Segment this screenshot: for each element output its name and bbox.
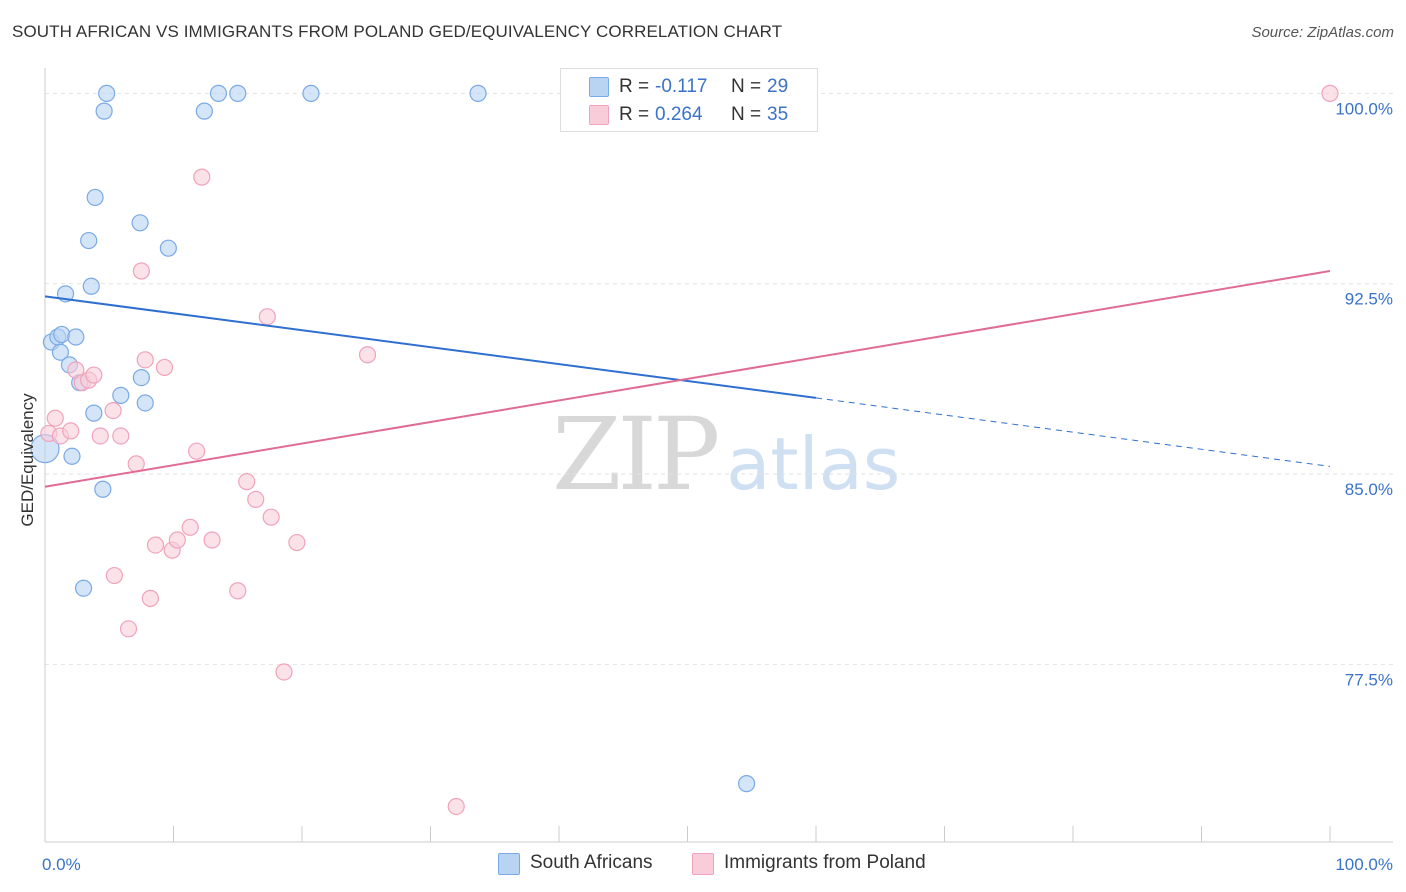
point-immigrants-from-poland bbox=[193, 168, 211, 186]
legend-swatch-south-africans bbox=[498, 853, 520, 875]
legend-n-label: N = bbox=[731, 76, 762, 97]
chart-source: Source: ZipAtlas.com bbox=[1251, 24, 1394, 41]
point-south-africans bbox=[74, 579, 93, 597]
point-immigrants-from-poland bbox=[288, 533, 306, 552]
point-immigrants-from-poland bbox=[136, 351, 154, 369]
legend-n-value: 29 bbox=[767, 76, 789, 97]
legend-swatch-immigrants-from-poland bbox=[589, 105, 609, 125]
x-tick-label-min: 0.0% bbox=[42, 855, 81, 874]
trendline-south-africans bbox=[44, 295, 817, 399]
point-immigrants-from-poland bbox=[1321, 84, 1339, 102]
y-tick-label: 100.0% bbox=[1335, 99, 1393, 118]
chart-title: SOUTH AFRICAN VS IMMIGRANTS FROM POLAND … bbox=[12, 22, 783, 41]
point-south-africans bbox=[132, 369, 150, 387]
trendline-immigrants-from-poland bbox=[44, 270, 1331, 488]
point-south-africans bbox=[63, 447, 81, 465]
point-immigrants-from-poland bbox=[85, 366, 103, 384]
legend-r-value: -0.117 bbox=[655, 76, 708, 97]
point-south-africans bbox=[94, 480, 112, 498]
point-south-africans bbox=[131, 214, 149, 232]
point-immigrants-from-poland bbox=[91, 427, 109, 445]
legend-r-value: 0.264 bbox=[655, 104, 703, 125]
point-immigrants-from-poland bbox=[119, 620, 138, 638]
point-immigrants-from-poland bbox=[203, 531, 221, 549]
point-south-africans bbox=[98, 84, 116, 102]
point-immigrants-from-poland bbox=[104, 401, 122, 420]
point-south-africans bbox=[136, 394, 154, 412]
point-south-africans bbox=[112, 386, 130, 404]
x-tick-label-max: 100.0% bbox=[1335, 855, 1393, 874]
legend-n-label: N = bbox=[731, 104, 762, 125]
legend-n-value: 35 bbox=[767, 104, 789, 125]
point-south-africans bbox=[86, 188, 104, 207]
point-immigrants-from-poland bbox=[46, 409, 64, 427]
trend-layer bbox=[44, 270, 1331, 488]
point-immigrants-from-poland bbox=[146, 536, 165, 554]
point-south-africans bbox=[80, 231, 98, 250]
point-immigrants-from-poland bbox=[258, 308, 276, 326]
legend-swatch-south-africans bbox=[589, 77, 609, 97]
point-immigrants-from-poland bbox=[141, 589, 159, 607]
stats-legend: R = -0.117 N = 29 R = 0.264 N = 35 bbox=[560, 68, 818, 132]
y-tick-label: 85.0% bbox=[1345, 480, 1393, 499]
point-immigrants-from-poland bbox=[181, 518, 199, 536]
point-south-africans bbox=[209, 84, 228, 102]
point-immigrants-from-poland bbox=[188, 442, 206, 460]
point-immigrants-from-poland bbox=[358, 346, 377, 364]
point-immigrants-from-poland bbox=[105, 566, 123, 585]
legend-r-label: R = bbox=[619, 104, 650, 125]
point-immigrants-from-poland bbox=[112, 427, 130, 445]
points-layer bbox=[30, 84, 1339, 816]
point-south-africans bbox=[67, 328, 85, 346]
grid-layer bbox=[45, 92, 1393, 665]
point-south-africans bbox=[85, 404, 103, 422]
point-south-africans bbox=[53, 325, 71, 344]
legend-r-label: R = bbox=[619, 76, 650, 97]
legend-label-immigrants-from-poland: Immigrants from Poland bbox=[724, 852, 926, 873]
point-immigrants-from-poland bbox=[132, 262, 150, 280]
point-immigrants-from-poland bbox=[229, 582, 247, 600]
point-immigrants-from-poland bbox=[155, 358, 174, 377]
y-axis-title: GED/Equivalency bbox=[18, 393, 37, 527]
point-immigrants-from-poland bbox=[168, 531, 186, 549]
point-south-africans bbox=[51, 343, 70, 361]
point-south-africans bbox=[159, 239, 177, 257]
point-immigrants-from-poland bbox=[275, 663, 293, 681]
point-south-africans bbox=[95, 102, 113, 120]
point-south-africans bbox=[469, 84, 487, 102]
point-immigrants-from-poland bbox=[247, 490, 265, 509]
legend-label-south-africans: South Africans bbox=[530, 852, 653, 873]
label-layer: 77.5% 85.0% 92.5% 100.0% 0.0% 100.0% bbox=[42, 99, 1393, 874]
point-immigrants-from-poland bbox=[447, 797, 465, 816]
legend-swatch-immigrants-from-poland bbox=[692, 853, 714, 875]
y-tick-label: 92.5% bbox=[1345, 290, 1393, 309]
trendline-south-africans-extrapolated bbox=[815, 397, 1331, 467]
axis-layer bbox=[44, 68, 1393, 843]
point-immigrants-from-poland bbox=[238, 473, 256, 491]
point-south-africans bbox=[302, 84, 320, 102]
point-south-africans bbox=[82, 277, 100, 295]
point-south-africans bbox=[229, 84, 247, 102]
point-immigrants-from-poland bbox=[62, 422, 80, 440]
point-immigrants-from-poland bbox=[262, 508, 280, 526]
point-south-africans bbox=[195, 102, 213, 120]
y-tick-label: 77.5% bbox=[1345, 670, 1393, 689]
point-south-africans bbox=[738, 775, 756, 793]
